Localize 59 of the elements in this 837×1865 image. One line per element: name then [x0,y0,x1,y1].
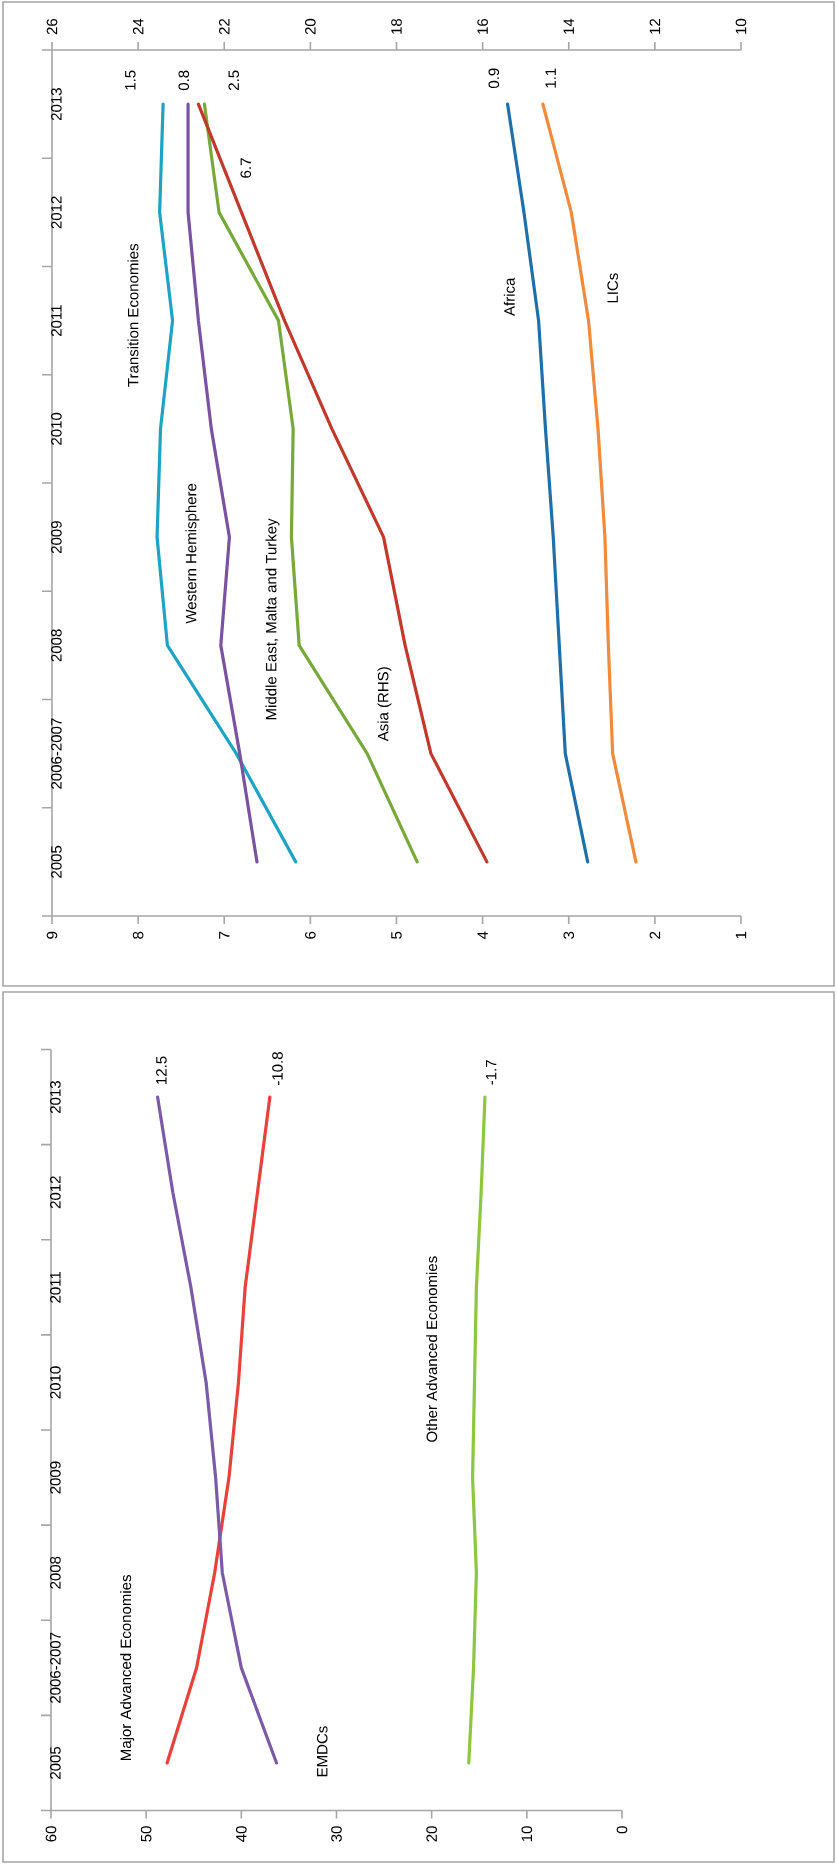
y-tick-label: 2005 [51,845,62,878]
x-tick-label: 40 [236,1826,247,1842]
x2-tick-label: 26 [46,18,58,35]
x-tick-label: 60 [45,1826,57,1842]
x-tick-label: 5 [391,931,402,939]
y-tick-label: 2012 [51,196,62,229]
y-tick-label: 2011 [50,1271,61,1303]
text: Major Advanced Economies [120,1575,135,1760]
y-tick-label: 2009 [51,521,62,554]
annotation: 12.5 [156,1056,167,1084]
x-tick-label: 3 [563,931,575,939]
y-tick-label: 2008 [51,629,62,662]
x2-tick-label: 12 [649,19,661,34]
y-tick-label: 2010 [51,412,62,445]
annotation: 1.1 [545,68,556,88]
annotation: -10.8 [272,1052,283,1085]
y-tick-label: 2013 [50,1081,61,1114]
text: Asia (RHS) [377,667,392,742]
x-tick-label: 8 [132,931,144,939]
x2-tick-label: 10 [735,18,747,34]
x-tick-label: 10 [521,1826,533,1842]
y-tick-label: 2009 [50,1461,61,1494]
x2-tick-label: 18 [391,18,402,34]
text: Other Advanced Economies [426,1256,438,1442]
x-tick-label: 50 [140,1826,152,1842]
x2-tick-label: 24 [132,18,144,35]
y-tick-label: 2005 [50,1746,61,1779]
text: Western Hemisphere [185,483,200,624]
text: LICs [607,273,618,303]
y-tick-label: 2013 [51,88,62,121]
y-tick-label: 2008 [50,1556,61,1589]
x2-tick-label: 20 [305,18,316,35]
annotation: 0.8 [178,70,190,91]
text: Africa [503,277,515,316]
x-tick-label: 7 [219,931,230,939]
x2-tick-label: 22 [219,19,230,35]
x-tick-label: 6 [305,931,316,939]
x-tick-label: 0 [616,1826,628,1834]
x2-tick-label: 14 [563,18,574,34]
x-tick-label: 1 [735,931,747,939]
annotation: 2.5 [228,70,240,90]
annotation: -1.7 [485,1060,497,1085]
x2-tick-label: 16 [477,18,488,34]
annotation: 6.7 [240,158,252,178]
text: EMDCs [316,1726,328,1777]
x-tick-label: 9 [46,931,58,939]
y-tick-label: 2012 [50,1176,61,1209]
y-tick-label: 2006-2007 [50,1632,61,1703]
x-tick-label: 20 [426,1826,437,1842]
y-tick-label: 2006-2007 [51,718,62,789]
annotation: 0.9 [488,68,500,88]
annotation: 1.5 [125,70,136,90]
text: Transition Economies [127,243,139,387]
x-tick-label: 30 [331,1826,342,1842]
text: Middle East, Malta and Turkey [265,518,280,720]
y-tick-label: 2010 [50,1366,61,1399]
x-tick-label: 2 [649,931,661,939]
y-tick-label: 2011 [51,305,62,337]
x-tick-label: 4 [477,931,488,940]
